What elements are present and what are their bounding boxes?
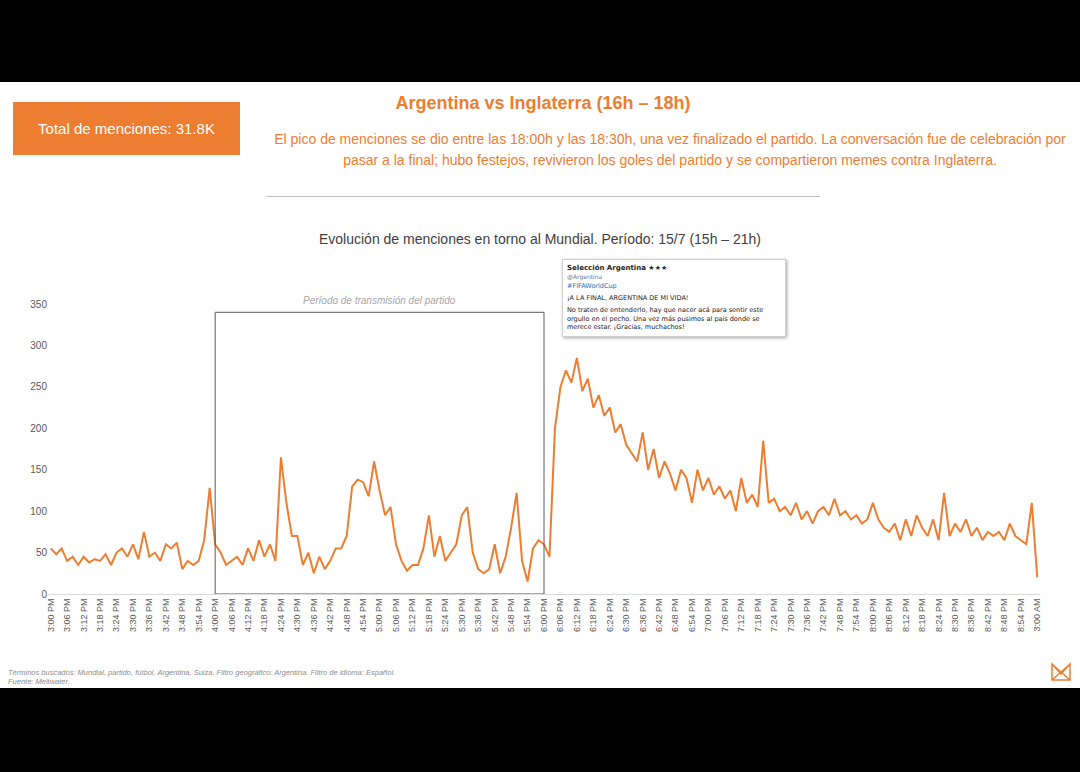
svg-text:7:24 PM: 7:24 PM [769,599,779,633]
html-text:¡A LA FINAL, ARGENTINA DE MI V: ¡A LA FINAL, ARGENTINA DE MI VIDA! [567,294,689,302]
svg-text:3:18 PM: 3:18 PM [95,599,105,633]
svg-text:3:00 AM: 3:00 AM [1032,599,1042,632]
svg-text:250: 250 [30,381,47,392]
svg-text:8:48 PM: 8:48 PM [999,599,1009,633]
svg-text:6:30 PM: 6:30 PM [621,599,631,633]
svg-text:Período de transmisión del par: Período de transmisión del partido [303,295,456,306]
svg-text:6:18 PM: 6:18 PM [588,599,598,633]
svg-text:4:30 PM: 4:30 PM [292,599,302,633]
svg-text:8:06 PM: 8:06 PM [884,599,894,633]
html-text:Términos buscados: Mundial, pa: Términos buscados: Mundial, partido, fút… [8,668,396,677]
svg-text:6:42 PM: 6:42 PM [654,599,664,633]
svg-text:8:30 PM: 8:30 PM [950,599,960,633]
svg-text:6:36 PM: 6:36 PM [638,599,648,633]
svg-text:8:18 PM: 8:18 PM [917,599,927,633]
svg-text:5:48 PM: 5:48 PM [506,599,516,633]
svg-text:6:06 PM: 6:06 PM [555,599,565,633]
svg-text:3:00 PM: 3:00 PM [46,599,56,633]
svg-text:5:24 PM: 5:24 PM [440,599,450,633]
svg-text:5:42 PM: 5:42 PM [490,599,500,633]
svg-text:3:12 PM: 3:12 PM [79,599,89,633]
svg-text:7:00 PM: 7:00 PM [703,599,713,633]
html-text:No traten de entenderlo, hay q: No traten de entenderlo, hay que nacer a… [567,306,764,331]
svg-text:3:54 PM: 3:54 PM [194,599,204,633]
svg-text:150: 150 [30,464,47,475]
svg-text:6:12 PM: 6:12 PM [572,599,582,633]
svg-text:8:54 PM: 8:54 PM [1016,599,1026,633]
svg-text:7:42 PM: 7:42 PM [818,599,828,633]
svg-text:7:18 PM: 7:18 PM [753,599,763,633]
svg-text:4:48 PM: 4:48 PM [342,599,352,633]
svg-text:3:36 PM: 3:36 PM [144,599,154,633]
svg-text:5:12 PM: 5:12 PM [407,599,417,633]
svg-text:3:24 PM: 3:24 PM [111,599,121,633]
svg-text:4:54 PM: 4:54 PM [358,599,368,633]
svg-text:4:24 PM: 4:24 PM [276,599,286,633]
svg-text:3:42 PM: 3:42 PM [161,599,171,633]
svg-text:7:54 PM: 7:54 PM [851,599,861,633]
html-text:#FIFAWorldCup: #FIFAWorldCup [567,282,617,290]
svg-text:8:42 PM: 8:42 PM [983,599,993,633]
html-text:El pico de menciones se dio en: El pico de menciones se dio entre las 18… [274,131,1066,168]
svg-text:4:06 PM: 4:06 PM [227,599,237,633]
html-text:Fuente: Meltwater.: Fuente: Meltwater. [8,677,70,686]
svg-text:8:12 PM: 8:12 PM [901,599,911,633]
svg-text:300: 300 [30,340,47,351]
html-text:Total de menciones: 31.8K: Total de menciones: 31.8K [38,120,215,137]
svg-text:4:36 PM: 4:36 PM [309,599,319,633]
svg-text:6:24 PM: 6:24 PM [605,599,615,633]
svg-text:Evolución de menciones en torn: Evolución de menciones en torno al Mundi… [319,231,761,247]
svg-text:3:30 PM: 3:30 PM [128,599,138,633]
svg-text:3:06 PM: 3:06 PM [62,599,72,633]
svg-text:8:24 PM: 8:24 PM [934,599,944,633]
svg-text:7:30 PM: 7:30 PM [786,599,796,633]
svg-text:8:00 PM: 8:00 PM [868,599,878,633]
html-text:Selección Argentina ★★★: Selección Argentina ★★★ [567,264,668,272]
svg-text:0: 0 [41,589,47,600]
svg-text:100: 100 [30,506,47,517]
svg-text:5:06 PM: 5:06 PM [391,599,401,633]
svg-text:7:36 PM: 7:36 PM [802,599,812,633]
svg-text:4:42 PM: 4:42 PM [325,599,335,633]
svg-text:4:12 PM: 4:12 PM [243,599,253,633]
svg-text:200: 200 [30,423,47,434]
svg-text:3:48 PM: 3:48 PM [177,599,187,633]
svg-text:4:00 PM: 4:00 PM [210,599,220,633]
svg-text:6:48 PM: 6:48 PM [670,599,680,633]
svg-text:5:54 PM: 5:54 PM [522,599,532,633]
html-text:@Argentina: @Argentina [567,273,603,280]
svg-text:4:18 PM: 4:18 PM [259,599,269,633]
svg-text:7:48 PM: 7:48 PM [835,599,845,633]
svg-text:6:54 PM: 6:54 PM [687,599,697,633]
svg-text:8:36 PM: 8:36 PM [966,599,976,633]
svg-text:50: 50 [36,547,48,558]
svg-text:350: 350 [30,299,47,310]
svg-text:5:18 PM: 5:18 PM [424,599,434,633]
html-text:Argentina vs Inglaterra (16h –: Argentina vs Inglaterra (16h – 18h) [395,93,691,113]
svg-text:7:12 PM: 7:12 PM [736,599,746,633]
svg-text:6:00 PM: 6:00 PM [539,599,549,633]
svg-text:5:00 PM: 5:00 PM [375,599,385,633]
svg-text:5:30 PM: 5:30 PM [457,599,467,633]
svg-text:5:36 PM: 5:36 PM [473,599,483,633]
svg-text:7:06 PM: 7:06 PM [720,599,730,633]
